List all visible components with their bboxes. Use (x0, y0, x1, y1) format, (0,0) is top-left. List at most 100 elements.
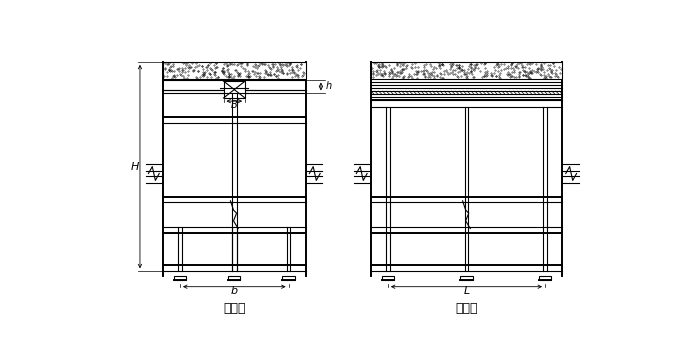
Point (159, 67, 170, 72)
Point (372, 70, 383, 75)
Point (210, 69, 221, 75)
Point (506, 73, 516, 79)
Point (525, 69, 536, 75)
Point (491, 73, 502, 79)
Point (505, 71, 516, 77)
Point (265, 72, 276, 78)
Point (510, 74, 521, 80)
Point (211, 75, 221, 80)
Point (376, 61, 387, 67)
Point (232, 69, 242, 75)
Point (247, 68, 258, 73)
Bar (539, 276, 551, 280)
Point (468, 74, 479, 80)
Point (277, 67, 288, 72)
Point (524, 75, 535, 81)
Point (298, 70, 309, 76)
Point (504, 72, 514, 77)
Point (169, 74, 180, 80)
Point (516, 64, 527, 70)
Point (481, 73, 492, 78)
Point (450, 67, 461, 73)
Point (411, 69, 422, 75)
Point (533, 66, 543, 72)
Point (470, 61, 481, 67)
Point (296, 61, 306, 67)
Point (402, 62, 412, 67)
Point (252, 70, 263, 76)
Point (218, 65, 229, 71)
Point (461, 69, 472, 75)
Point (293, 67, 304, 73)
Point (397, 66, 408, 72)
Point (368, 68, 379, 73)
Point (415, 68, 426, 73)
Point (229, 73, 240, 79)
Point (250, 61, 261, 66)
Point (398, 73, 409, 79)
Point (268, 63, 279, 69)
Point (277, 68, 288, 73)
Point (159, 65, 170, 71)
Point (264, 72, 275, 77)
Point (287, 69, 298, 75)
Point (254, 75, 265, 80)
Point (251, 73, 262, 79)
Point (274, 61, 285, 66)
Point (526, 67, 537, 73)
Point (400, 63, 411, 69)
Point (292, 73, 302, 78)
Point (513, 72, 524, 77)
Point (431, 73, 442, 78)
Point (167, 61, 178, 66)
Point (446, 60, 457, 66)
Point (262, 72, 273, 77)
Point (380, 70, 391, 75)
Point (243, 68, 254, 73)
Point (520, 73, 531, 79)
Point (223, 74, 234, 80)
Point (539, 70, 549, 75)
Point (373, 63, 384, 69)
Point (265, 66, 275, 71)
Point (445, 61, 456, 66)
Point (391, 73, 402, 79)
Point (173, 68, 184, 73)
Point (392, 72, 402, 78)
Point (179, 75, 190, 81)
Point (423, 74, 433, 80)
Point (272, 72, 283, 78)
Point (196, 72, 207, 77)
Point (182, 68, 193, 73)
Point (395, 60, 406, 66)
Point (209, 72, 220, 78)
Point (423, 72, 434, 77)
Point (479, 73, 489, 78)
Point (374, 64, 385, 70)
Point (395, 70, 406, 75)
Point (163, 60, 174, 66)
Point (373, 71, 383, 77)
Point (191, 60, 202, 66)
Point (539, 60, 549, 66)
Text: H: H (130, 162, 139, 171)
Point (447, 71, 458, 77)
Point (263, 72, 273, 78)
Point (197, 69, 208, 75)
Point (472, 61, 483, 67)
Point (532, 69, 543, 75)
Point (265, 69, 275, 75)
Point (421, 61, 432, 66)
Point (546, 74, 557, 80)
Point (222, 74, 233, 80)
Point (178, 60, 188, 66)
Point (464, 63, 475, 69)
Point (275, 66, 286, 72)
Point (453, 66, 464, 71)
Point (374, 65, 385, 70)
Point (462, 73, 472, 78)
Point (293, 72, 304, 78)
Point (167, 73, 178, 79)
Point (251, 70, 262, 75)
Point (448, 61, 458, 66)
